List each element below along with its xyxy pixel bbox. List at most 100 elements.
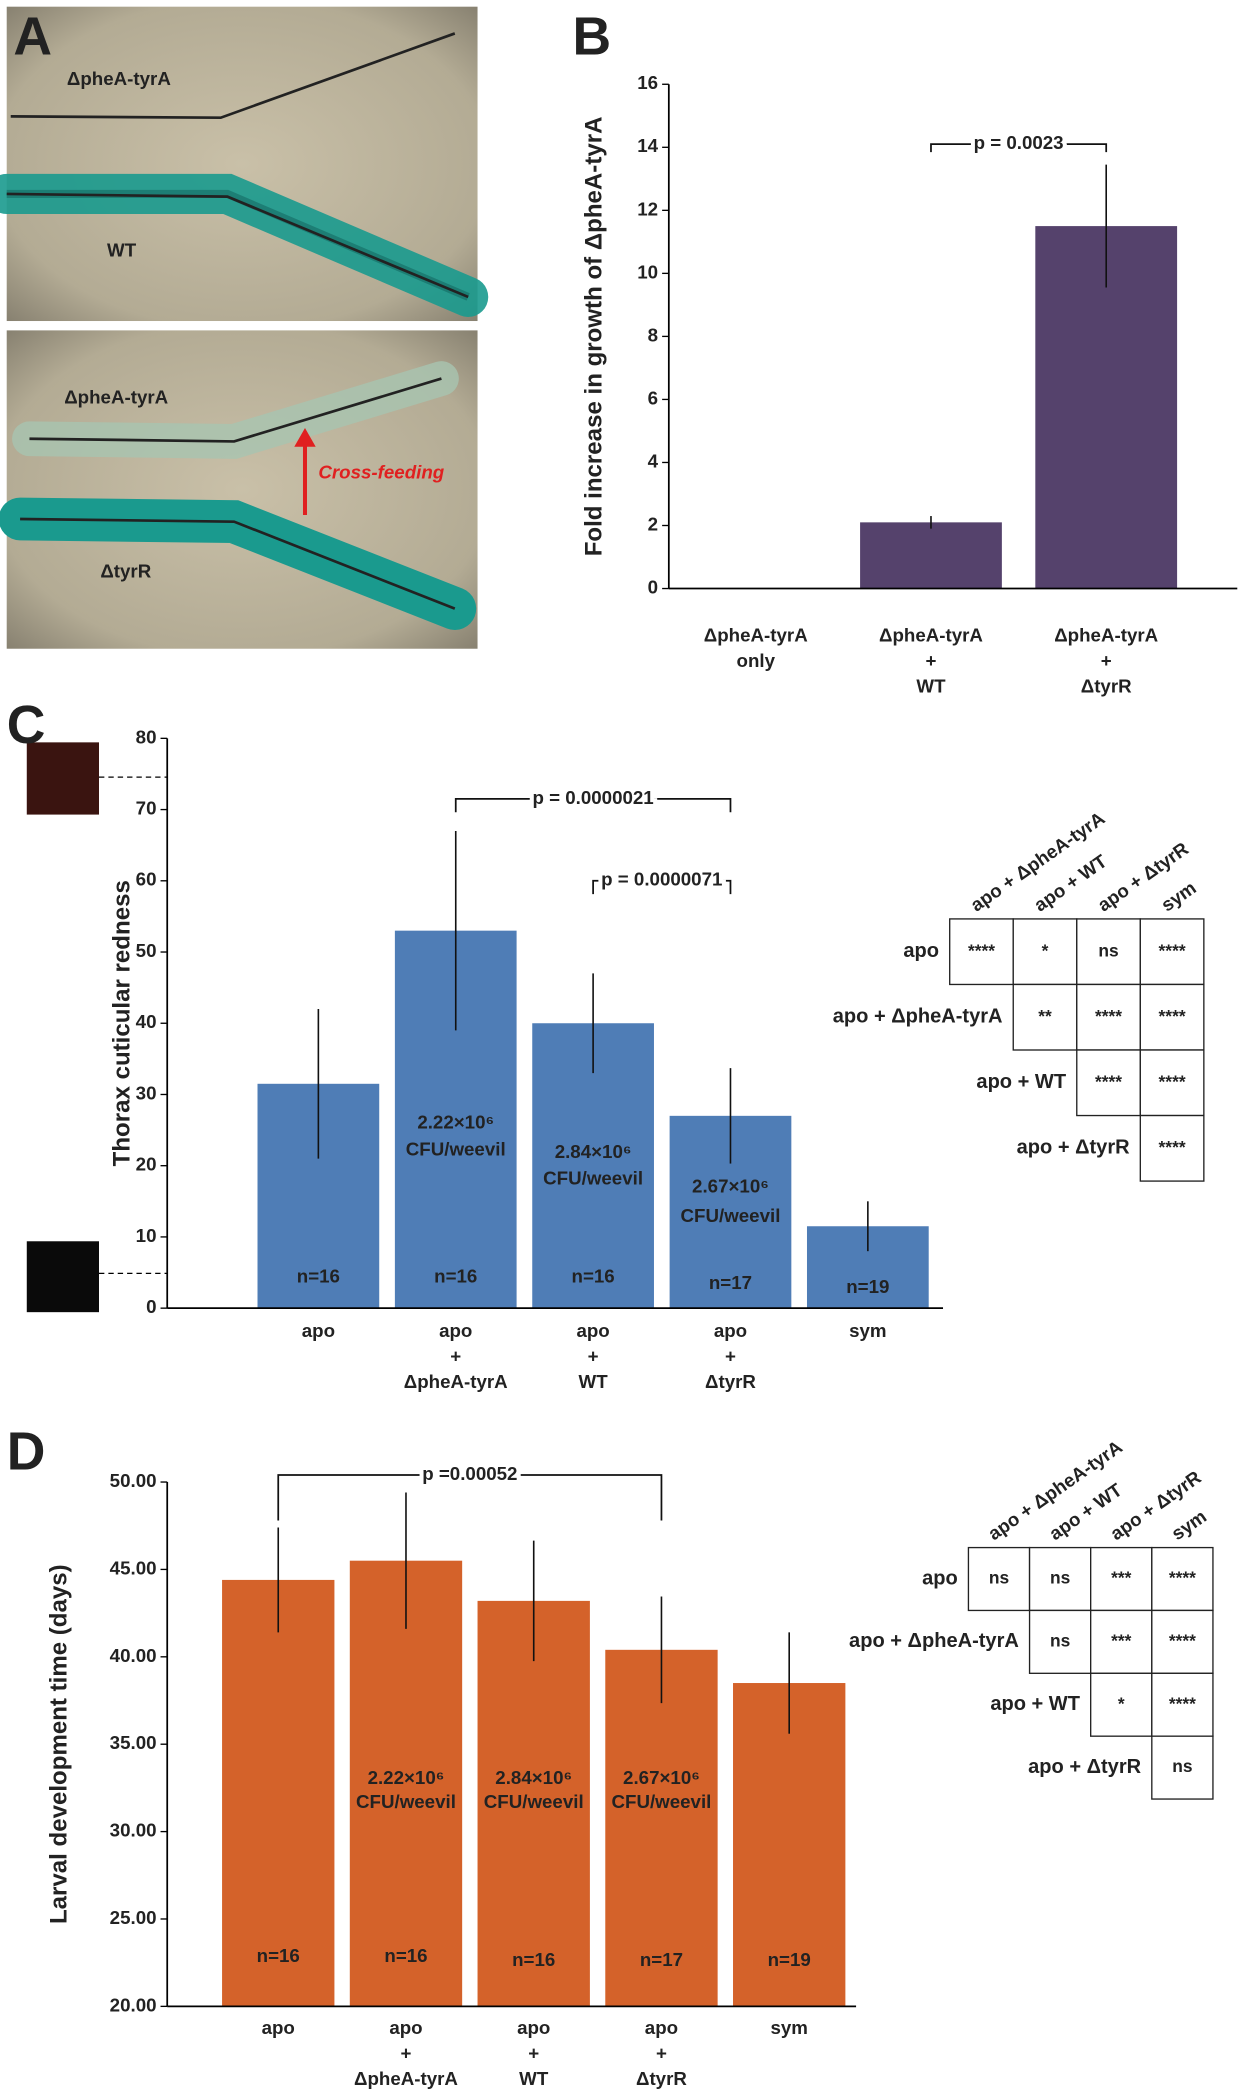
x-tick-label: ΔpheA-tyrA [879,625,983,646]
y-tick-label: 20.00 [110,1994,157,2015]
cell-value: **** [1095,1006,1122,1026]
row-label: apo + ΔtyrR [1017,1137,1131,1159]
x-tick-label: apo [517,2017,550,2038]
row-label: apo [922,1567,958,1589]
x-tick-label: apo [576,1320,609,1341]
table-cell [1151,1735,1214,1800]
swatch-red [26,742,100,815]
cfu-label: 2.22×10⁶ [417,1112,494,1133]
x-tick-label: + [926,650,937,671]
bar [349,1560,463,2007]
x-tick-label: only [737,650,776,671]
cfu-label: CFU/weevil [681,1205,781,1226]
x-tick-label: WT [579,1371,609,1392]
cell-value: **** [1159,1137,1186,1157]
n-label: n=19 [846,1276,889,1297]
x-tick-label: apo [389,2017,422,2038]
y-tick-label: 60 [136,869,157,890]
cell-value: ns [1050,1630,1070,1650]
table-cell [1090,1672,1153,1737]
y-tick-label: 30 [136,1082,157,1103]
n-label: n=16 [572,1265,615,1286]
photo-label: WT [107,239,137,260]
x-tick-label: apo [262,2017,295,2038]
n-label: n=16 [434,1265,477,1286]
cell-value: **** [1159,940,1186,960]
cell-value: ns [989,1568,1009,1588]
swatch-black [26,1241,100,1313]
bar [733,1683,846,2007]
cell-value: ns [1098,940,1118,960]
x-tick-label: WT [519,2068,549,2089]
cell-value: **** [1095,1071,1122,1091]
x-tick-label: ΔtyrR [1081,675,1132,696]
x-tick-label: ΔtyrR [705,1371,756,1392]
cell-value: ns [1050,1568,1070,1588]
photo-label: ΔpheA-tyrA [67,68,171,89]
table-cell [1151,1672,1214,1737]
x-tick-label: ΔpheA-tyrA [704,625,808,646]
cell-value: *** [1111,1568,1132,1588]
x-tick-label: + [1101,650,1112,671]
x-tick-label: + [528,2042,539,2063]
y-tick-label: 30.00 [110,1820,157,1841]
n-label: n=17 [709,1272,752,1293]
bracket [592,879,732,895]
y-tick-label: 80 [136,726,157,747]
cell-value: **** [1169,1693,1196,1713]
x-tick-label: ΔpheA-tyrA [354,2068,458,2089]
cell-value: **** [1159,1071,1186,1091]
table-cell [949,918,1014,986]
row-label: apo + WT [976,1071,1066,1093]
x-tick-label: WT [916,675,946,696]
bracket [454,798,732,813]
y-tick-label: 2 [648,513,658,534]
table-cell [1012,983,1078,1051]
cfu-label: 2.67×10⁶ [692,1176,769,1197]
y-axis-label: Fold increase in growth of ΔpheA-tyrA [581,117,608,557]
y-tick-label: 40.00 [110,1645,157,1666]
y-tick-label: 0 [648,576,658,597]
table-cell [1139,1049,1205,1117]
cfu-label: CFU/weevil [484,1791,584,1812]
cell-value: ns [1172,1756,1192,1776]
y-tick-label: 10 [637,261,658,282]
cfu-label: CFU/weevil [543,1168,643,1189]
photo-label: ΔtyrR [100,560,151,581]
y-tick-label: 10 [136,1225,157,1246]
bar [605,1649,718,2007]
table-cell [1151,1609,1214,1674]
y-tick-label: 25.00 [110,1907,157,1928]
bar [477,1600,590,2007]
y-tick-label: 45.00 [110,1557,157,1578]
table-cell [1139,918,1205,986]
cell-value: * [1118,1693,1125,1713]
x-tick-label: apo [439,1320,472,1341]
n-label: n=16 [297,1265,340,1286]
y-tick-label: 35.00 [110,1732,157,1753]
panel-label: D [7,1422,46,1481]
x-tick-label: sym [849,1320,886,1341]
cell-value: *** [1111,1630,1132,1650]
p-value: p = 0.0023 [974,132,1064,153]
x-tick-label: + [588,1346,599,1367]
x-tick-label: sym [770,2017,807,2038]
table-cell [1028,1609,1092,1674]
n-label: n=16 [257,1945,300,1966]
n-label: n=16 [384,1945,427,1966]
cfu-label: CFU/weevil [612,1791,712,1812]
arrow-label: Cross-feeding [318,461,444,482]
row-label: apo + WT [990,1693,1080,1715]
photo-label: ΔpheA-tyrA [64,387,168,408]
x-tick-label: + [401,2042,412,2063]
panel-label: A [13,7,52,66]
y-tick-label: 0 [146,1296,156,1317]
cell-value: * [1042,940,1049,960]
y-axis-label: Larval development time (days) [46,1564,73,1924]
y-tick-label: 50 [136,940,157,961]
n-label: n=17 [640,1949,683,1970]
table-cell [1012,918,1078,986]
bracket [930,143,1108,153]
table-cell [1139,1114,1205,1182]
